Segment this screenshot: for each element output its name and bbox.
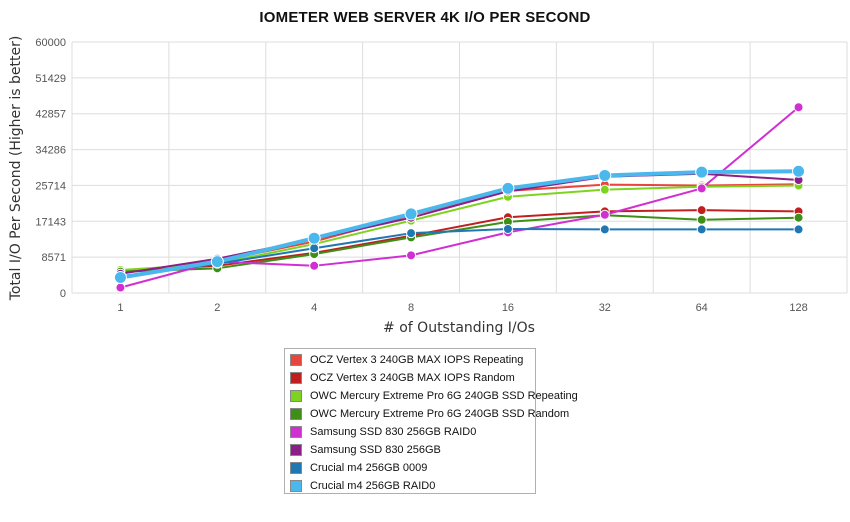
- data-point: [793, 224, 804, 235]
- data-point: [599, 209, 610, 220]
- data-point: [599, 224, 610, 235]
- legend-swatch: [290, 444, 302, 456]
- x-tick-label: 64: [696, 302, 708, 314]
- series-line: [120, 106, 800, 289]
- series-line: [120, 214, 799, 273]
- series-line: [120, 209, 799, 272]
- y-tick-labels: 0 8571 17143 25714 34286 42857 51429 60000: [35, 37, 66, 300]
- x-tick-label: 2: [214, 302, 220, 314]
- legend-item: OWC Mercury Extreme Pro 6G 240GB SSD Rep…: [285, 387, 578, 405]
- x-tick-label: 4: [311, 302, 317, 314]
- data-point: [792, 164, 806, 178]
- legend-item: Crucial m4 256GB RAID0: [285, 477, 535, 495]
- x-axis-title: # of Outstanding I/Os: [383, 320, 535, 336]
- data-point: [404, 207, 418, 221]
- data-point: [793, 102, 804, 113]
- x-tick-label: 16: [502, 302, 514, 314]
- legend-label: Samsung SSD 830 256GB RAID0: [310, 426, 477, 438]
- legend-item: OCZ Vertex 3 240GB MAX IOPS Repeating: [285, 351, 535, 369]
- data-point: [113, 271, 127, 285]
- legend-swatch: [290, 390, 302, 402]
- legend-label: OWC Mercury Extreme Pro 6G 240GB SSD Rep…: [310, 390, 578, 402]
- y-tick-label: 60000: [35, 37, 66, 49]
- y-tick-label: 42857: [35, 109, 66, 121]
- legend-swatch: [290, 426, 302, 438]
- data-point: [696, 183, 707, 194]
- x-tick-label: 128: [789, 302, 807, 314]
- legend-label: OCZ Vertex 3 240GB MAX IOPS Random: [310, 372, 515, 384]
- data-point: [309, 260, 320, 271]
- data-point: [501, 181, 515, 195]
- data-point: [307, 231, 321, 245]
- legend-item: Samsung SSD 830 256GB: [285, 441, 535, 459]
- data-point: [695, 165, 709, 179]
- x-tick-labels: 1 2 4 8 16 32 64 128: [117, 302, 807, 314]
- legend-swatch: [290, 372, 302, 384]
- x-gridlines: [71, 42, 848, 293]
- legend-item: OCZ Vertex 3 240GB MAX IOPS Random: [285, 369, 535, 387]
- data-point: [309, 243, 320, 254]
- line-chart: 0 8571 17143 25714 34286 42857 51429 60000 1 2 4 8…: [8, 36, 848, 336]
- data-point: [696, 214, 707, 225]
- legend-swatch: [290, 408, 302, 420]
- series-5: [115, 102, 804, 293]
- legend-label: Samsung SSD 830 256GB: [310, 444, 441, 456]
- data-point: [598, 168, 612, 182]
- series-line: [120, 227, 799, 278]
- data-point: [115, 282, 126, 293]
- x-tick-label: 8: [408, 302, 414, 314]
- y-tick-label: 17143: [35, 216, 66, 228]
- data-point: [502, 223, 513, 234]
- legend-item: Samsung SSD 830 256GB RAID0: [285, 423, 535, 441]
- legend-item: OWC Mercury Extreme Pro 6G 240GB SSD Ran…: [285, 405, 569, 423]
- legend-swatch: [290, 480, 302, 492]
- legend-label: Crucial m4 256GB RAID0: [310, 480, 436, 492]
- y-tick-label: 34286: [35, 145, 66, 157]
- series-layer: [113, 102, 806, 293]
- y-tick-label: 51429: [35, 73, 66, 85]
- y-tick-label: 25714: [35, 180, 66, 192]
- series-8: [113, 164, 806, 285]
- data-point: [406, 250, 417, 261]
- data-point: [696, 205, 707, 216]
- y-tick-label: 8571: [42, 252, 66, 264]
- series-line: [120, 169, 799, 280]
- x-tick-label: 1: [117, 302, 123, 314]
- data-point: [696, 224, 707, 235]
- data-point: [210, 255, 224, 269]
- y-axis-title: Total I/O Per Second (Higher is better): [8, 36, 24, 302]
- legend: OCZ Vertex 3 240GB MAX IOPS Repeating OCZ…: [284, 348, 578, 495]
- legend-label: Crucial m4 256GB 0009: [310, 462, 428, 474]
- legend-item: Crucial m4 256GB 0009: [285, 459, 535, 477]
- y-tick-label: 0: [60, 288, 66, 300]
- data-point: [793, 212, 804, 223]
- legend-swatch: [290, 462, 302, 474]
- data-point: [599, 184, 610, 195]
- legend-label: OCZ Vertex 3 240GB MAX IOPS Repeating: [310, 354, 524, 366]
- legend-label: OWC Mercury Extreme Pro 6G 240GB SSD Ran…: [310, 408, 570, 420]
- data-point: [406, 228, 417, 239]
- x-tick-label: 32: [599, 302, 611, 314]
- legend-swatch: [290, 354, 302, 366]
- chart-title: IOMETER WEB SERVER 4K I/O PER SECOND: [259, 9, 591, 26]
